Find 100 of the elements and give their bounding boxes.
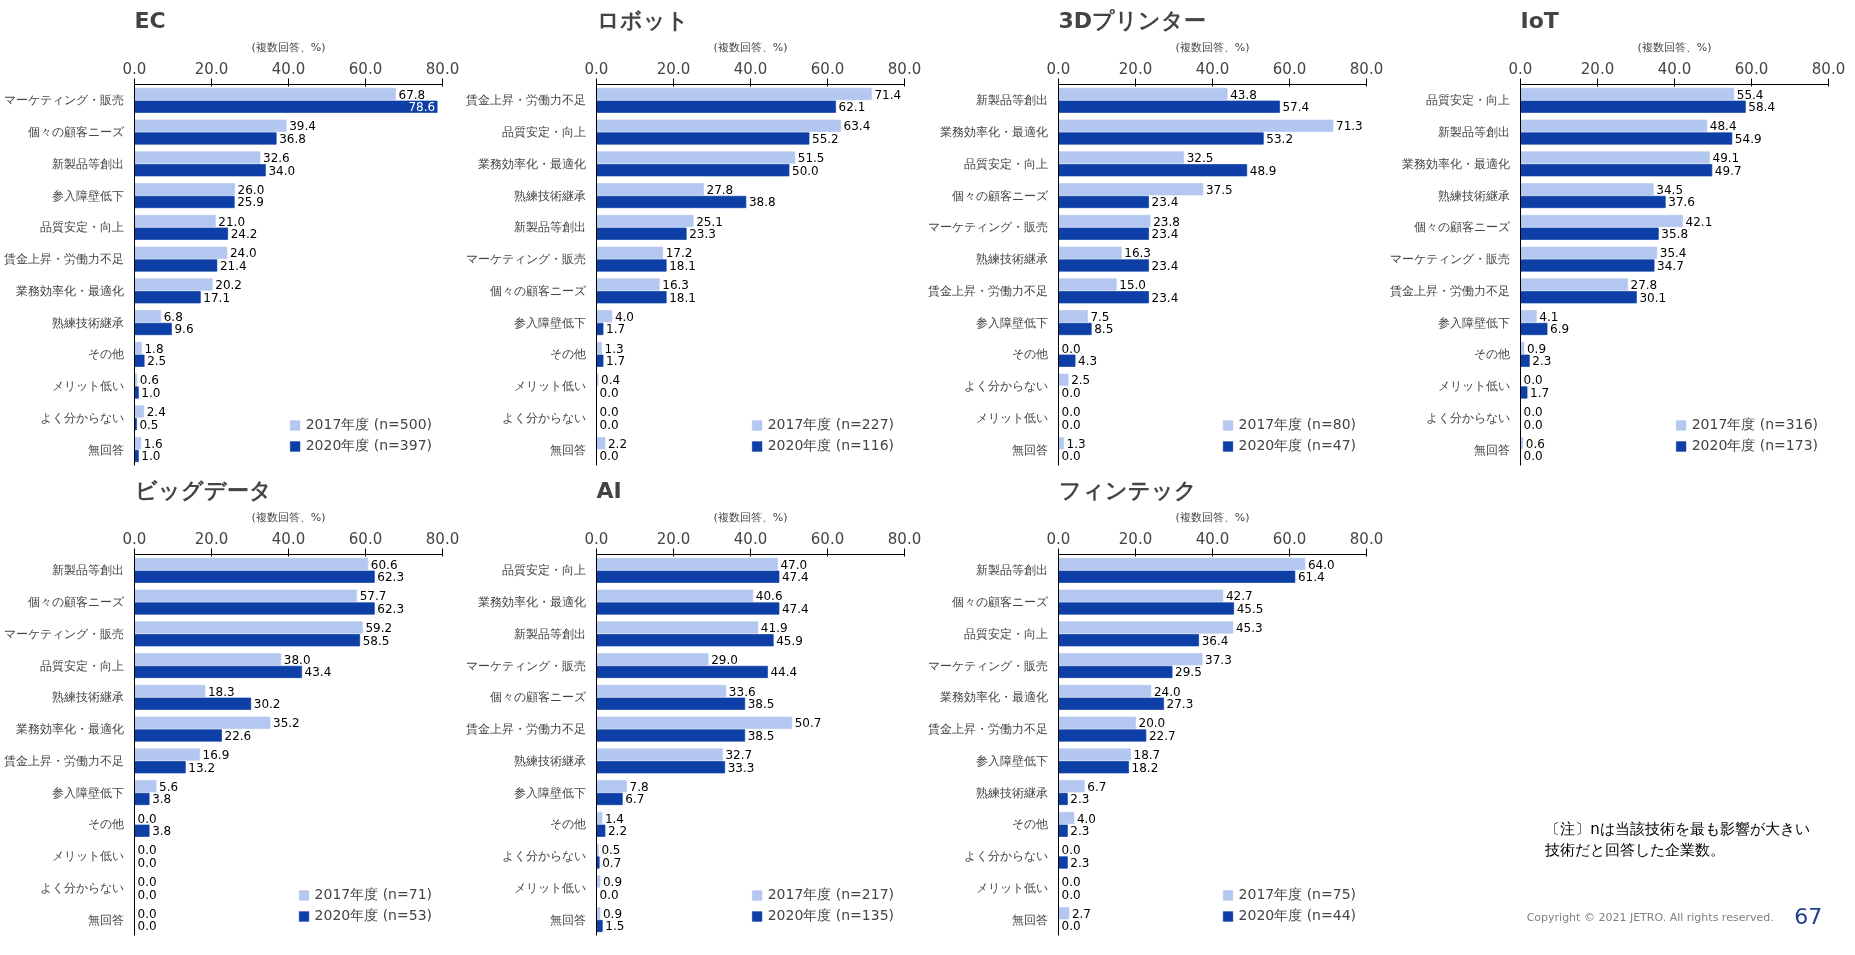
y-tick-label: メリット低い xyxy=(51,849,124,864)
data-label: 0.0 xyxy=(137,906,157,921)
data-label: 0.0 xyxy=(599,449,619,464)
y-tick-label: その他 xyxy=(87,817,124,832)
y-tick-label: 個々の顧客ニーズ xyxy=(27,125,125,140)
data-label: 71.3 xyxy=(1336,119,1363,134)
data-label: 45.3 xyxy=(1235,621,1263,636)
y-tick-label: 熟練技術継承 xyxy=(975,252,1048,267)
y-tick-label: 賃金上昇・労働力不足 xyxy=(465,93,586,108)
data-label: 41.9 xyxy=(760,621,788,636)
chart-title: 3Dプリンター xyxy=(1058,7,1207,33)
data-label: 0.0 xyxy=(1061,417,1081,432)
y-tick-label: 個々の顧客ニーズ xyxy=(1413,220,1511,235)
data-label: 35.4 xyxy=(1659,246,1687,261)
data-label: 0.0 xyxy=(599,385,619,400)
text: 〔注〕nは当該技術を最も影響が大きい技術だと回答した企業数。 xyxy=(1544,819,1810,860)
y-tick-label: 無回答 xyxy=(549,442,586,457)
data-label: 5.6 xyxy=(159,779,179,794)
data-label: 25.9 xyxy=(237,195,264,210)
data-label: 0.0 xyxy=(137,875,157,890)
y-tick-label: 品質安定・向上 xyxy=(501,563,586,578)
data-label: 18.1 xyxy=(669,290,696,305)
data-label: 34.7 xyxy=(1657,258,1684,273)
chart-title: IoT xyxy=(1520,7,1559,33)
x-tick-label: 20.0 xyxy=(656,59,691,78)
y-tick-label: 新製品等創出 xyxy=(513,626,586,641)
x-tick-label: 60.0 xyxy=(348,529,383,548)
legend-label: 2020年度 (n=397) xyxy=(305,437,432,455)
data-label: 4.0 xyxy=(614,309,634,324)
data-label: 49.1 xyxy=(1712,151,1740,166)
data-label: 23.4 xyxy=(1151,227,1179,242)
data-label: 67.8 xyxy=(398,87,426,102)
data-label: 0.0 xyxy=(137,919,157,934)
x-tick-label: 0.0 xyxy=(584,529,609,548)
data-label: 0.0 xyxy=(1523,449,1543,464)
data-label: 40.6 xyxy=(755,589,783,604)
y-tick-label: よく分からない xyxy=(1425,410,1510,425)
y-tick-label: マーケティング・販売 xyxy=(465,252,586,267)
data-label: 43.8 xyxy=(1230,87,1257,102)
data-label: 0.9 xyxy=(602,906,623,921)
x-tick-label: 20.0 xyxy=(1118,529,1153,548)
data-label: 8.5 xyxy=(1094,322,1114,337)
data-label: 58.5 xyxy=(362,633,390,648)
y-tick-label: マーケティング・販売 xyxy=(1389,252,1510,267)
data-label: 62.3 xyxy=(377,570,405,585)
x-axis-title: (複数回答、%) xyxy=(1175,40,1250,54)
data-label: 18.1 xyxy=(669,258,696,273)
x-tick-label: 20.0 xyxy=(194,59,229,78)
y-tick-label: 無回答 xyxy=(1011,442,1048,457)
data-label: 33.3 xyxy=(727,760,755,775)
data-label: 27.8 xyxy=(1630,278,1658,293)
data-label: 0.0 xyxy=(599,887,619,902)
data-label: 1.0 xyxy=(141,449,161,464)
x-tick-label: 80.0 xyxy=(887,59,922,78)
data-label: 1.7 xyxy=(606,322,626,337)
data-label: 27.3 xyxy=(1166,697,1194,712)
x-tick-label: 40.0 xyxy=(1195,529,1230,548)
data-label: 16.3 xyxy=(1124,246,1151,261)
text: Copyright © 2021 JETRO. All rights reserved. xyxy=(1526,911,1774,925)
x-tick-label: 60.0 xyxy=(1272,59,1307,78)
data-label: 30.2 xyxy=(253,697,281,712)
y-tick-label: メリット低い xyxy=(975,410,1048,425)
x-axis-title: (複数回答、%) xyxy=(1175,510,1250,524)
x-tick-label: 40.0 xyxy=(271,59,306,78)
y-tick-label: 新製品等創出 xyxy=(51,563,124,578)
y-tick-label: 賃金上昇・労働力不足 xyxy=(927,722,1048,737)
data-label: 38.0 xyxy=(283,652,311,667)
data-label: 37.5 xyxy=(1205,182,1233,197)
data-label: 0.0 xyxy=(1523,373,1543,388)
chart-title: ロボット xyxy=(596,7,689,33)
data-label: 0.5 xyxy=(139,417,159,432)
y-tick-label: 熟練技術継承 xyxy=(513,753,586,768)
legend-label: 2020年度 (n=135) xyxy=(767,907,894,925)
data-label: 0.0 xyxy=(1061,887,1081,902)
y-tick-label: 業務効率化・最適化 xyxy=(939,690,1048,705)
y-tick-label: 参入障壁低下 xyxy=(513,785,586,800)
y-tick-label: 個々の顧客ニーズ xyxy=(489,690,587,705)
data-label: 0.0 xyxy=(1061,843,1081,858)
data-label: 27.8 xyxy=(706,182,734,197)
data-label: 30.1 xyxy=(1639,290,1667,305)
data-label: 47.4 xyxy=(781,601,809,616)
data-label: 23.3 xyxy=(689,227,716,242)
data-label: 24.0 xyxy=(1153,684,1181,699)
data-label: 1.6 xyxy=(143,436,163,451)
data-label: 34.0 xyxy=(268,163,296,178)
data-label: 35.8 xyxy=(1661,227,1689,242)
legend-label: 2017年度 (n=227) xyxy=(767,416,894,434)
data-label: 62.1 xyxy=(838,100,866,115)
data-label: 1.0 xyxy=(141,385,161,400)
data-label: 15.0 xyxy=(1119,278,1146,293)
x-tick-label: 60.0 xyxy=(348,59,383,78)
data-label: 37.3 xyxy=(1205,652,1232,667)
legend-label: 2020年度 (n=173) xyxy=(1691,437,1818,455)
x-axis-title: (複数回答、%) xyxy=(1637,40,1712,54)
y-tick-label: 賃金上昇・労働力不足 xyxy=(3,753,124,768)
x-axis-title: (複数回答、%) xyxy=(713,40,788,54)
data-label: 61.4 xyxy=(1297,570,1325,585)
data-label: 1.4 xyxy=(604,811,624,826)
y-tick-label: 品質安定・向上 xyxy=(39,658,124,673)
data-label: 4.1 xyxy=(1539,309,1559,324)
